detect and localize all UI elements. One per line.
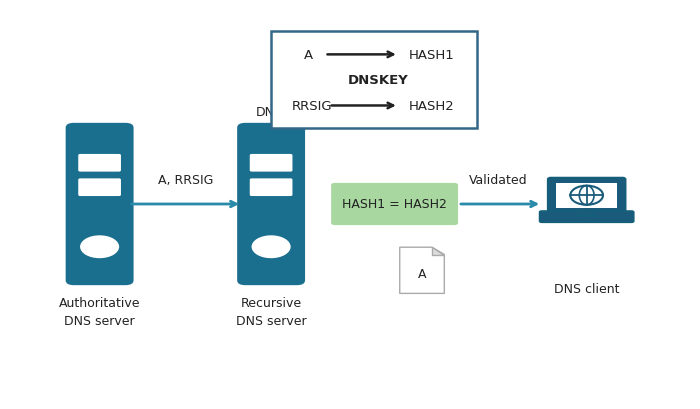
FancyBboxPatch shape bbox=[271, 32, 477, 128]
FancyBboxPatch shape bbox=[78, 179, 121, 197]
FancyBboxPatch shape bbox=[66, 124, 134, 285]
FancyBboxPatch shape bbox=[250, 155, 293, 172]
FancyBboxPatch shape bbox=[78, 155, 121, 172]
Polygon shape bbox=[400, 247, 444, 294]
Text: HASH2: HASH2 bbox=[409, 100, 455, 113]
Text: HASH1 = HASH2: HASH1 = HASH2 bbox=[342, 198, 447, 211]
Text: RRSIG: RRSIG bbox=[292, 100, 332, 113]
FancyBboxPatch shape bbox=[540, 211, 634, 223]
Text: DNS client: DNS client bbox=[554, 283, 620, 296]
Text: DNSKEY: DNSKEY bbox=[348, 74, 409, 87]
Text: A: A bbox=[304, 49, 313, 62]
FancyBboxPatch shape bbox=[548, 178, 625, 213]
FancyBboxPatch shape bbox=[578, 214, 596, 217]
FancyBboxPatch shape bbox=[556, 183, 617, 208]
Text: Recursive
DNS server: Recursive DNS server bbox=[236, 297, 307, 328]
Text: Validated: Validated bbox=[469, 173, 528, 187]
Circle shape bbox=[251, 236, 290, 258]
Text: A, RRSIG: A, RRSIG bbox=[158, 173, 213, 187]
FancyBboxPatch shape bbox=[250, 179, 293, 197]
FancyBboxPatch shape bbox=[331, 184, 458, 225]
FancyBboxPatch shape bbox=[237, 124, 305, 285]
Text: Authoritative
DNS server: Authoritative DNS server bbox=[59, 297, 141, 328]
Text: DNSKEY: DNSKEY bbox=[256, 106, 307, 118]
Text: A: A bbox=[418, 267, 426, 280]
Text: HASH1: HASH1 bbox=[409, 49, 455, 62]
Polygon shape bbox=[432, 247, 444, 255]
Circle shape bbox=[80, 236, 119, 258]
